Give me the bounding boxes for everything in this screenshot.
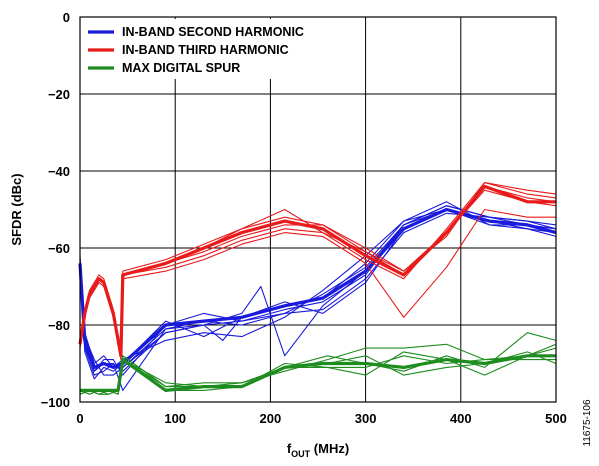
x-axis-label-unit: (MHz) — [310, 441, 349, 456]
x-axis-label-subscript: OUT — [291, 449, 311, 459]
data-curves — [78, 182, 557, 395]
legend-label-2: MAX DIGITAL SPUR — [122, 61, 240, 75]
legend: IN-BAND SECOND HARMONIC IN-BAND THIRD HAR… — [82, 19, 364, 79]
x-tick-label-3: 300 — [355, 411, 377, 426]
legend-label-0: IN-BAND SECOND HARMONIC — [122, 25, 304, 39]
y-axis-label: SFDR (dBc) — [9, 173, 24, 245]
y-tick-label-0: 0 — [63, 10, 70, 25]
series-2 — [79, 332, 557, 395]
x-tick-labels: 0 100 200 300 400 500 — [76, 411, 566, 426]
series-1-curve-0 — [78, 184, 556, 358]
y-tick-label-1: −20 — [48, 87, 70, 102]
legend-background — [82, 19, 364, 79]
y-tick-label-5: −100 — [41, 395, 70, 410]
series-1 — [78, 182, 557, 361]
legend-label-1: IN-BAND THIRD HARMONIC — [122, 43, 289, 57]
x-tick-label-1: 100 — [164, 411, 186, 426]
figure-id: 11675-106 — [582, 399, 593, 447]
y-tick-label-4: −80 — [48, 318, 70, 333]
y-tick-label-2: −40 — [48, 164, 70, 179]
x-tick-label-4: 400 — [450, 411, 472, 426]
grid — [80, 17, 556, 402]
x-axis-label: fOUT (MHz) — [287, 441, 349, 459]
x-tick-label-0: 0 — [76, 411, 83, 426]
y-tick-labels: 0 −20 −40 −60 −80 −100 — [41, 10, 70, 410]
series-2-curve-0 — [80, 354, 556, 392]
x-tick-label-2: 200 — [260, 411, 282, 426]
series-1-curve-1 — [79, 182, 557, 353]
y-tick-label-3: −60 — [48, 241, 70, 256]
x-tick-label-5: 500 — [545, 411, 567, 426]
plot-frame — [79, 16, 557, 403]
x-axis-label-main: f — [287, 441, 292, 456]
